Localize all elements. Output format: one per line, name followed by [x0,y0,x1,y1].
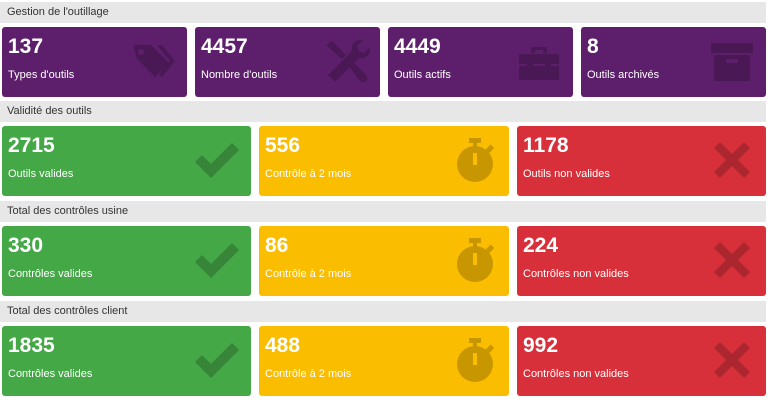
archive-box-icon [708,37,756,85]
card-label: Contrôles non valides [523,368,629,380]
card-value: 992 [523,334,559,357]
card-control-2-months[interactable]: 556 Contrôle à 2 mois [259,126,509,196]
card-value: 330 [8,234,44,257]
stopwatch-icon [451,136,499,184]
cross-icon [708,236,756,284]
checkmark-icon [193,236,241,284]
card-active-tools[interactable]: 4449 Outils actifs [388,27,573,97]
card-value: 488 [265,334,301,357]
card-client-valid[interactable]: 1835 Contrôles valides [2,326,251,396]
card-value: 86 [265,234,289,257]
checkmark-icon [193,336,241,384]
card-label: Outils non valides [523,168,610,180]
card-invalid-tools[interactable]: 1178 Outils non valides [517,126,766,196]
section-title-client: Total des contrôles client [0,301,766,322]
card-label: Contrôle à 2 mois [265,268,352,280]
stopwatch-icon [451,336,499,384]
card-client-invalid[interactable]: 992 Contrôles non valides [517,326,766,396]
card-label: Contrôles valides [8,368,93,380]
card-label: Nombre d'outils [201,69,278,81]
card-valid-tools[interactable]: 2715 Outils valides [2,126,251,196]
card-value: 4449 [394,35,441,58]
card-value: 1178 [523,134,569,157]
cross-icon [708,136,756,184]
card-value: 2715 [8,134,55,157]
card-tool-count[interactable]: 4457 Nombre d'outils [195,27,380,97]
card-value: 4457 [201,35,248,58]
section-title-factory: Total des contrôles usine [0,201,766,222]
card-value: 1835 [8,334,55,357]
card-tool-types[interactable]: 137 Types d'outils [2,27,187,97]
tools-icon [322,37,370,85]
card-label: Contrôle à 2 mois [265,368,352,380]
section-title-validity: Validité des outils [0,101,766,122]
card-label: Outils actifs [394,69,451,81]
card-label: Contrôles valides [8,268,93,280]
card-archived-tools[interactable]: 8 Outils archivés [581,27,766,97]
card-label: Outils valides [8,168,74,180]
card-client-2-months[interactable]: 488 Contrôle à 2 mois [259,326,509,396]
stopwatch-icon [451,236,499,284]
card-value: 556 [265,134,301,157]
card-label: Contrôles non valides [523,268,629,280]
card-label: Contrôle à 2 mois [265,168,352,180]
card-value: 8 [587,35,599,58]
cross-icon [708,336,756,384]
section-title-tooling: Gestion de l'outillage [0,2,766,23]
card-factory-2-months[interactable]: 86 Contrôle à 2 mois [259,226,509,296]
card-label: Outils archivés [587,69,660,81]
card-value: 224 [523,234,559,257]
card-value: 137 [8,35,44,58]
card-factory-invalid[interactable]: 224 Contrôles non valides [517,226,766,296]
toolbox-icon [515,37,563,85]
checkmark-icon [193,136,241,184]
card-factory-valid[interactable]: 330 Contrôles valides [2,226,251,296]
card-label: Types d'outils [8,69,75,81]
tags-icon [129,37,177,85]
